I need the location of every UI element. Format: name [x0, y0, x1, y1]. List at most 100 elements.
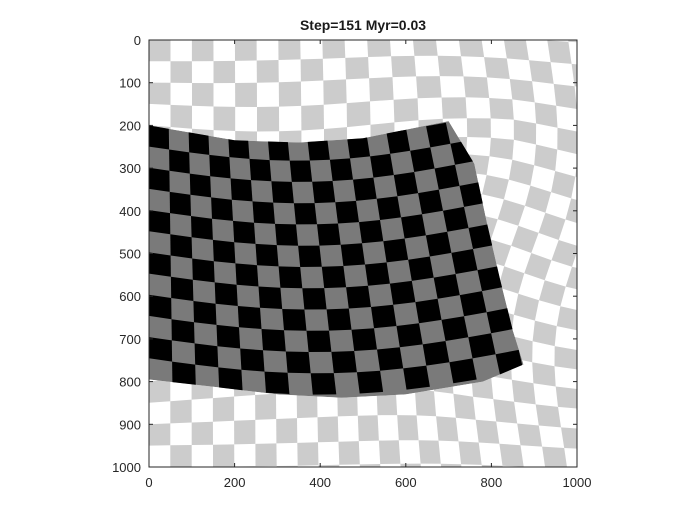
inner-checker-cell [285, 351, 311, 374]
inner-checker-cell [293, 203, 317, 225]
outer-checker-cell [170, 61, 192, 83]
outer-checker-cell [357, 415, 379, 442]
y-tick-label: 400 [119, 204, 141, 219]
inner-checker-cell [441, 316, 469, 341]
x-tick-label: 800 [481, 475, 503, 490]
inner-checker-cell [194, 343, 219, 368]
inner-checker-cell [275, 223, 299, 246]
outer-checker-cell [300, 58, 324, 82]
outer-checker-cell [532, 320, 557, 347]
outer-checker-cell [255, 393, 277, 420]
inner-checker-cell [170, 276, 194, 301]
inner-checker-cell [149, 210, 171, 235]
inner-checker-cell [443, 206, 469, 232]
inner-checker-cell [193, 301, 217, 325]
outer-checker-cell [458, 441, 482, 465]
inner-checker-cell [189, 173, 212, 198]
outer-checker-cell [453, 393, 476, 420]
inner-checker-cell [408, 256, 434, 281]
outer-checker-cell [525, 185, 552, 213]
inner-checker-cell [353, 177, 377, 201]
outer-checker-cell [192, 83, 214, 107]
outer-checker-cell [378, 440, 401, 464]
y-tick-label: 100 [119, 76, 141, 91]
inner-checker-cell [331, 351, 357, 374]
outer-checker-cell [553, 83, 577, 109]
chart-title: Step=151 Myr=0.03 [300, 17, 426, 33]
inner-checker-cell [149, 294, 172, 320]
outer-checker-cell [466, 118, 491, 138]
outer-checker-cell [149, 423, 171, 446]
inner-checker-cell [370, 153, 394, 178]
inner-checker-cell [252, 201, 275, 224]
y-tick-label: 700 [119, 332, 141, 347]
inner-checker-cell [376, 196, 401, 220]
outer-checker-cell [529, 60, 554, 84]
inner-checker-cell [255, 243, 279, 267]
inner-checker-cell [258, 286, 283, 309]
outer-checker-cell [565, 198, 577, 223]
outer-checker-cell [556, 306, 577, 331]
outer-checker-cell [278, 40, 301, 60]
outer-checker-cell [212, 396, 235, 422]
outer-checker-cell [318, 464, 340, 467]
outer-checker-cell [436, 416, 459, 442]
inner-checker-cell [451, 249, 478, 274]
outer-checker-cell [511, 379, 536, 405]
outer-checker-cell [481, 464, 503, 467]
outer-checker-cell [412, 40, 438, 56]
outer-checker-cell [532, 362, 556, 387]
y-tick-label: 200 [119, 118, 141, 133]
outer-checker-cell [554, 346, 577, 370]
inner-checker-cell [264, 371, 290, 394]
outer-checker-cell [234, 419, 256, 445]
inner-checker-cell [326, 308, 352, 331]
outer-checker-cell [235, 82, 257, 107]
inner-checker-cell [418, 189, 443, 215]
inner-checker-cell [218, 367, 243, 391]
inner-checker-cell [312, 181, 336, 204]
inner-checker-cell [425, 231, 452, 257]
outer-checker-cell [170, 445, 192, 467]
outer-checker-cell [489, 137, 514, 160]
outer-checker-cell [393, 98, 419, 123]
y-tick-label: 0 [134, 33, 141, 48]
inner-checker-cell [393, 172, 419, 197]
outer-checker-cell [149, 82, 171, 105]
outer-checker-cell [539, 280, 566, 307]
outer-checker-cell [475, 419, 500, 444]
inner-checker-cell [396, 323, 423, 348]
outer-checker-cell [149, 40, 171, 62]
outer-checker-cell [338, 441, 360, 465]
inner-checker-cell [307, 138, 330, 161]
outer-checker-cell [278, 81, 302, 107]
inner-checker-cell [356, 370, 384, 394]
outer-checker-cell [547, 40, 572, 64]
inner-checker-cell [172, 361, 196, 386]
outer-checker-cell [391, 55, 417, 78]
x-tick-label: 400 [309, 475, 331, 490]
x-tick-label: 0 [145, 475, 152, 490]
inner-checker-cell [216, 324, 241, 349]
outer-checker-cell [301, 104, 324, 131]
inner-checker-cell [249, 158, 272, 182]
inner-checker-cell [329, 158, 353, 181]
inner-checker-cell [346, 285, 371, 309]
inner-checker-cell [230, 178, 253, 202]
inner-checker-cell [212, 239, 236, 264]
outer-checker-cell [499, 443, 524, 467]
inner-checker-cell [449, 358, 477, 384]
outer-checker-cell [571, 63, 577, 87]
inner-checker-cell [149, 337, 173, 362]
inner-checker-cell [317, 223, 341, 246]
inner-checker-cell [365, 262, 390, 286]
outer-checker-cell [359, 464, 381, 467]
outer-checker-cell [568, 40, 577, 43]
inner-checker-cell [233, 220, 256, 244]
inner-checker-cell [426, 122, 451, 148]
inner-checker-cell [188, 131, 210, 155]
y-tick-label: 600 [119, 289, 141, 304]
inner-checker-cell [282, 309, 307, 331]
outer-checker-cell [542, 446, 567, 467]
outer-checker-cell [414, 389, 437, 417]
